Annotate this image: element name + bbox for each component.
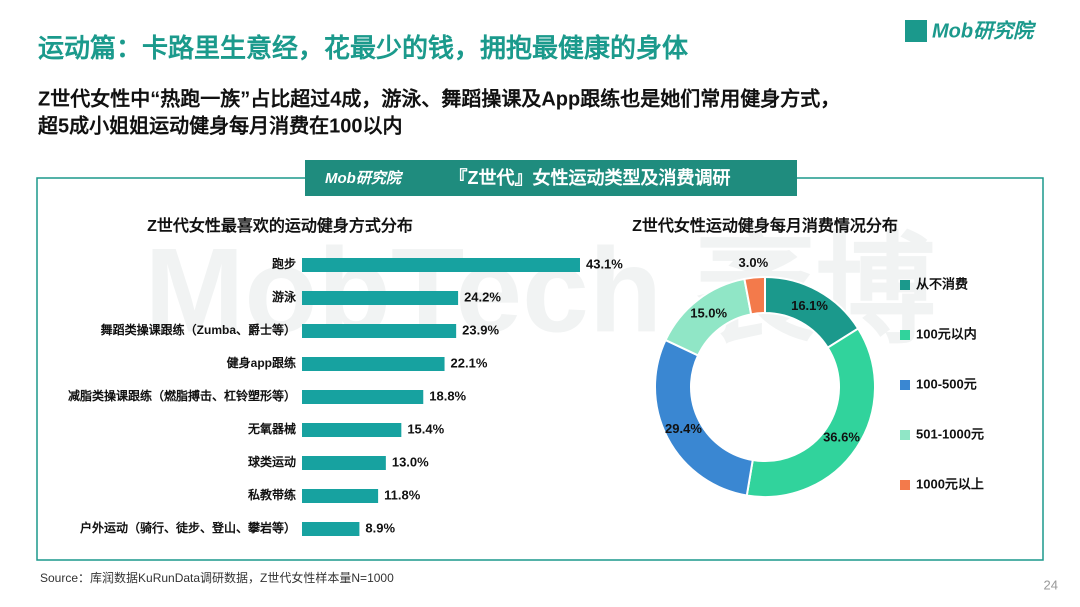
bar [302,423,402,437]
bar [302,390,424,404]
category-label: 减脂类操课跟练（燃脂搏击、杠铃塑形等） [68,388,296,403]
value-label: 15.4% [407,421,444,436]
banner [305,160,797,196]
value-label: 23.9% [462,322,499,337]
category-label: 跑步 [272,256,296,271]
value-label: 18.8% [429,388,466,403]
logo: Mob研究院 [932,19,1037,42]
legend-label: 1000元以上 [916,476,984,491]
bar [302,357,445,371]
legend-swatch [900,380,910,390]
bar [302,456,386,470]
legend-swatch [900,480,910,490]
banner-title: 『Z世代』女性运动类型及消费调研 [450,167,731,188]
category-label: 户外运动（骑行、徒步、登山、攀岩等） [80,520,296,535]
value-label: 22.1% [451,355,488,370]
donut-segment [745,327,876,498]
legend-label: 100-500元 [916,376,977,391]
donut-segment [743,275,766,316]
chart-title: Z世代女性运动健身每月消费情况分布 [632,216,898,235]
legend-swatch [900,280,910,290]
bar [302,258,580,272]
category-label: 私教带练 [247,487,296,502]
bar [302,291,459,305]
value-label: 3.0% [739,255,769,270]
legend-label: 501-1000元 [916,426,984,441]
legend-swatch [900,330,910,340]
value-label: 16.1% [791,298,828,313]
logo-icon [905,20,927,42]
value-label: 43.1% [586,256,623,271]
category-label: 健身app跟练 [227,355,296,370]
chart-title: Z世代女性最喜欢的运动健身方式分布 [147,216,413,235]
legend-label: 从不消费 [916,276,968,291]
value-label: 29.4% [665,421,702,436]
category-label: 球类运动 [248,454,296,469]
slide-title: 运动篇：卡路里生意经，花最少的钱，拥抱最健康的身体 [38,33,689,63]
category-label: 游泳 [272,289,297,304]
value-label: 36.6% [823,430,860,445]
legend-swatch [900,430,910,440]
category-label: 舞蹈类操课跟练（Zumba、爵士等） [100,322,296,337]
banner-logo: Mob研究院 [325,169,404,187]
page-number: 24 [1044,577,1058,592]
category-label: 无氧器械 [247,421,296,436]
bar [302,324,457,338]
value-label: 15.0% [690,306,727,321]
value-label: 8.9% [365,520,395,535]
value-label: 24.2% [464,289,501,304]
value-label: 13.0% [392,454,429,469]
subtitle: Z世代女性中“热跑一族”占比超过4成，游泳、舞蹈操课及App跟练也是她们常用健身… [38,86,840,110]
donut-segment [654,338,754,497]
bar [302,489,379,503]
value-label: 11.8% [384,487,421,502]
bar [302,522,360,536]
legend-label: 100元以内 [916,326,977,341]
subtitle: 超5成小姐姐运动健身每月消费在100以内 [37,113,403,137]
source: Source：库润数据KuRunData调研数据，Z世代女性样本量N=1000 [40,570,394,585]
